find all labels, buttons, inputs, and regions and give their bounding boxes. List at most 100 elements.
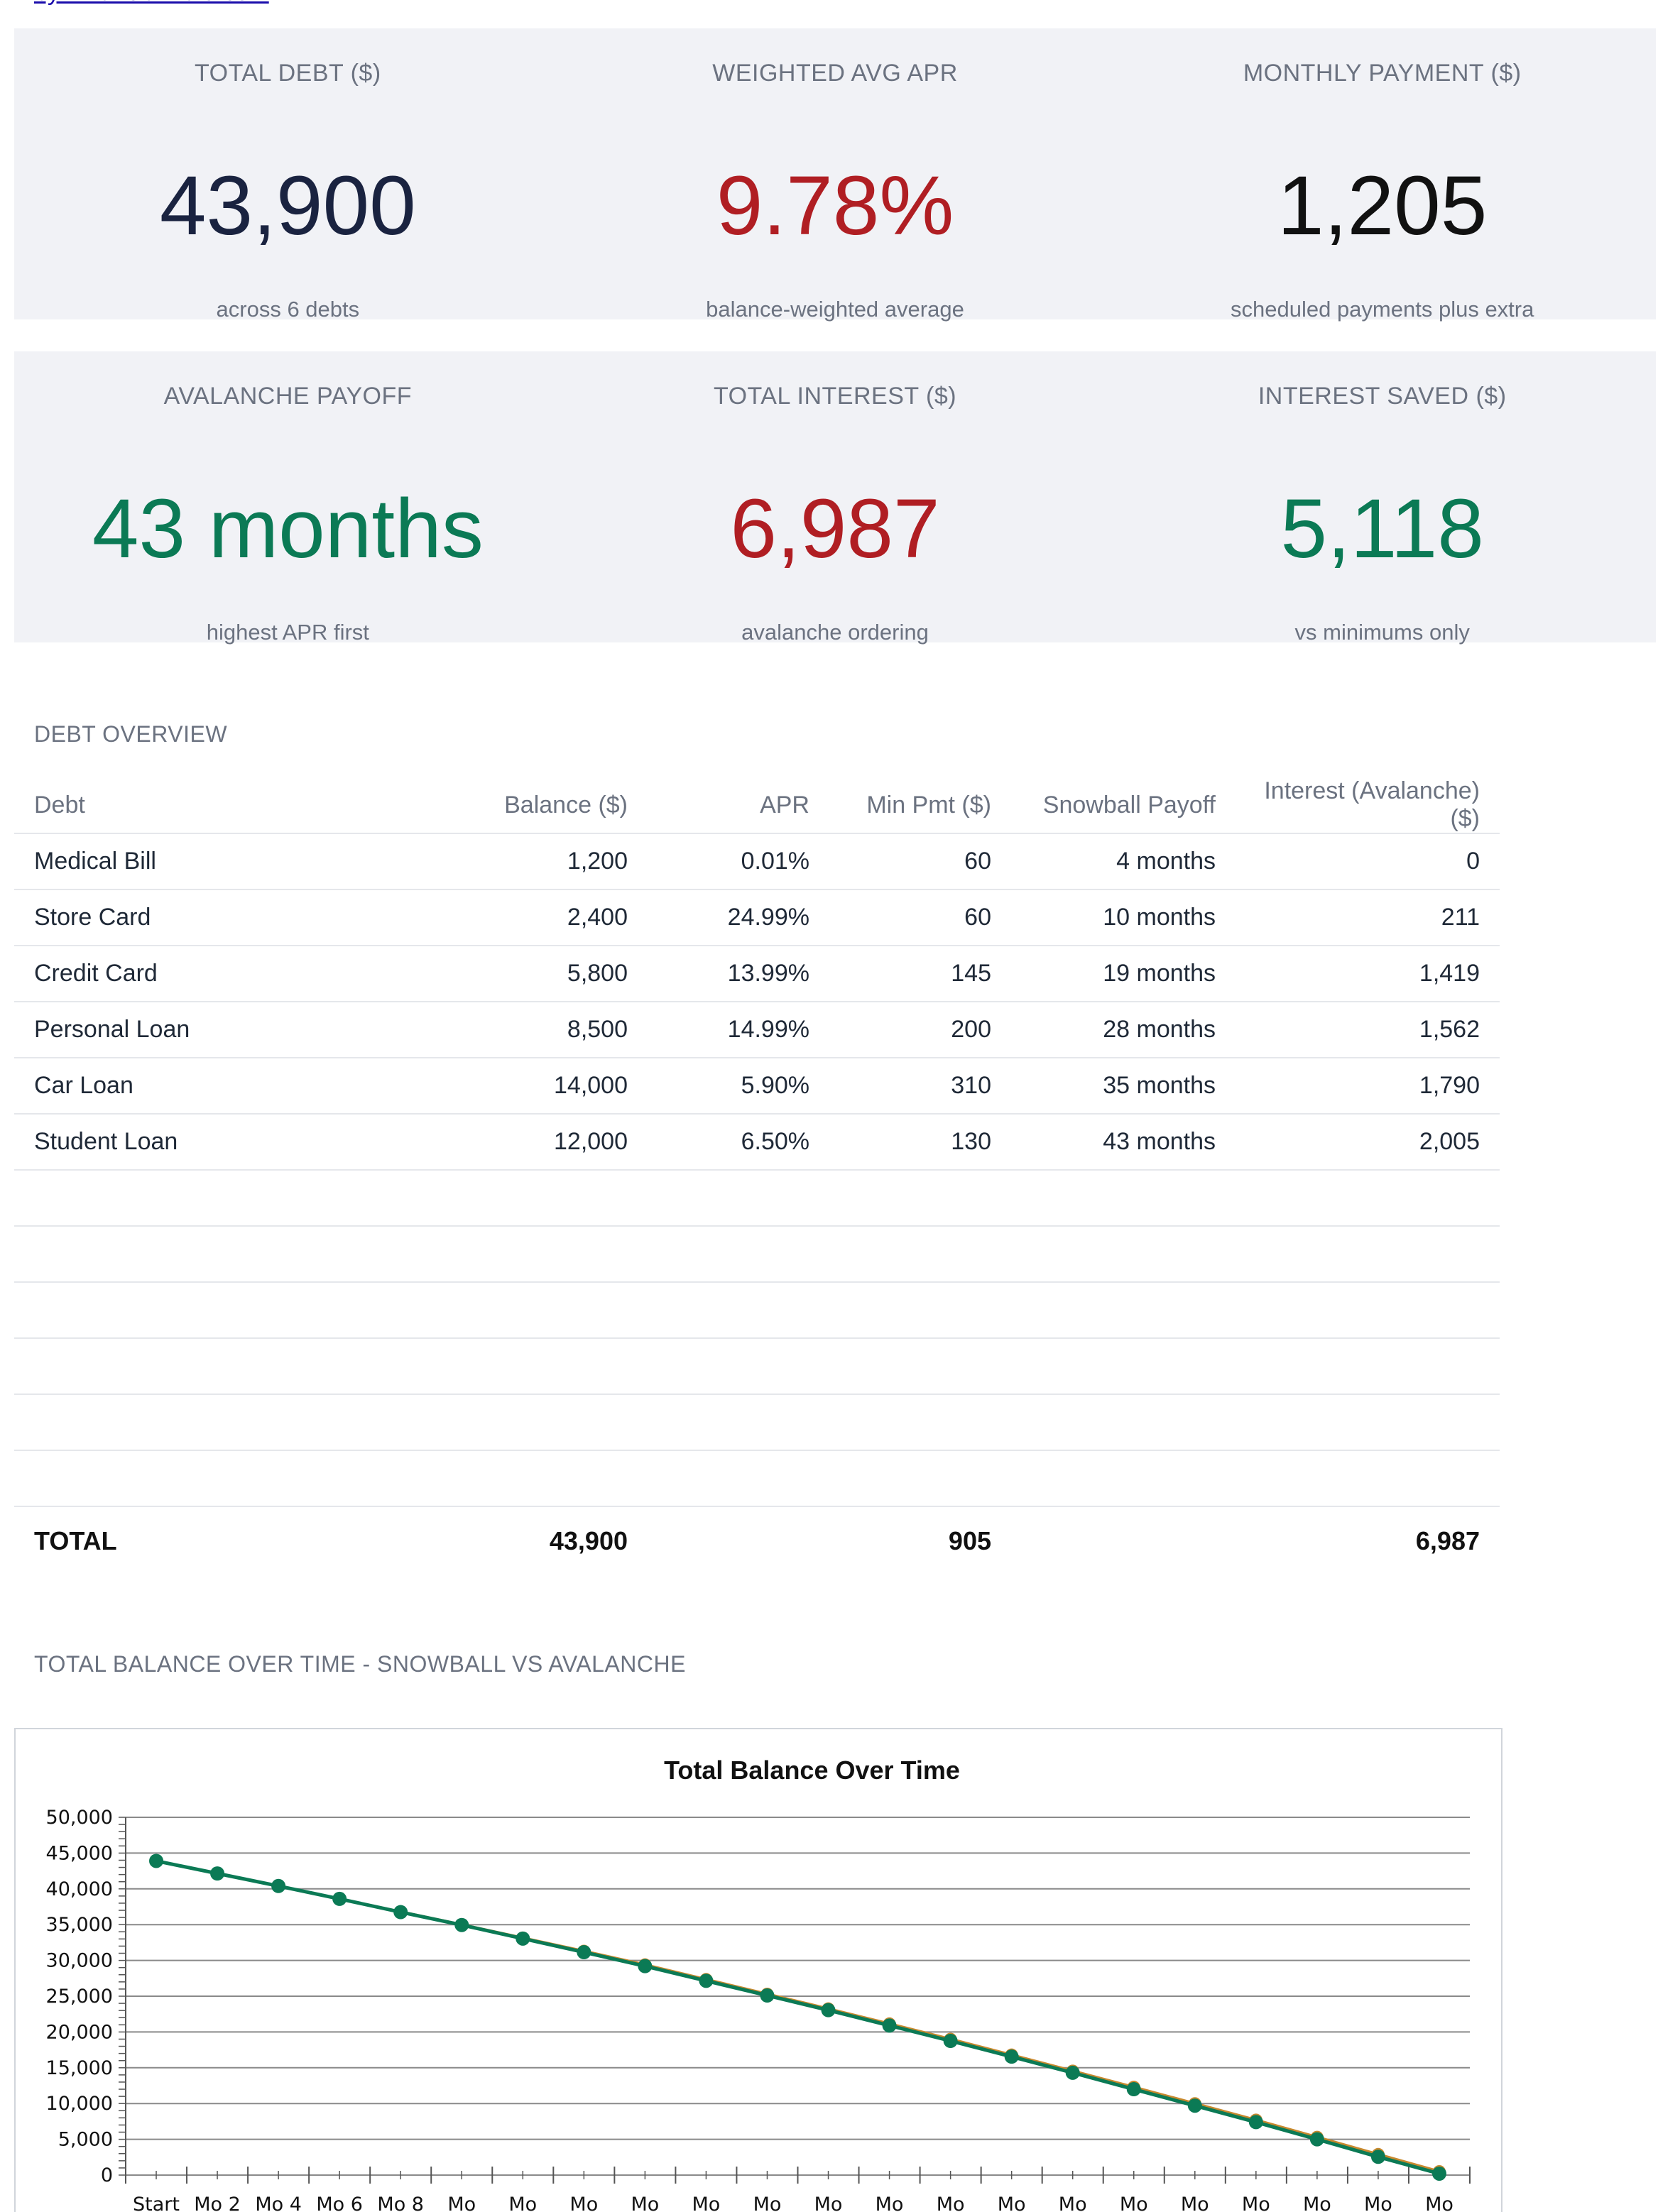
data-point — [516, 1931, 530, 1946]
data-point — [1065, 2065, 1080, 2080]
weighted-apr-card: WEIGHTED AVG APR 9.78% balance-weighted … — [562, 28, 1109, 322]
cell-apr: 5.90% — [648, 1058, 829, 1115]
total-balance: 43,900 — [549, 1526, 628, 1555]
cell-min-pmt: 200 — [829, 1002, 1011, 1058]
x-tick-label: Mo — [1242, 2194, 1270, 2212]
cell-balance: 2,400 — [352, 889, 648, 946]
card-value: 1,205 — [1277, 159, 1488, 253]
cell-snowball-payoff: 28 months — [1011, 1002, 1236, 1058]
card-label: INTEREST SAVED ($) — [1258, 383, 1507, 410]
col-header-min-pmt: Min Pmt ($) — [829, 777, 1011, 834]
cell-min-pmt: 60 — [829, 833, 1011, 890]
chart-title: Total Balance Over Time — [664, 1756, 960, 1785]
card-label: AVALANCHE PAYOFF — [163, 383, 412, 410]
y-tick-label: 50,000 — [46, 1807, 113, 1829]
x-tick-label: Mo — [1181, 2194, 1209, 2212]
card-value: 5,118 — [1280, 482, 1484, 576]
cell-apr: 6.50% — [648, 1114, 829, 1171]
brand-link[interactable]: by FinancialAlaid.com — [34, 0, 269, 6]
x-tick-label: Mo — [508, 2194, 537, 2212]
x-tick-label: Mo — [1120, 2194, 1148, 2212]
cell-interest: 2,005 — [1236, 1114, 1500, 1171]
cell-debt: Car Loan — [14, 1058, 352, 1115]
x-tick-label: Mo 4 — [255, 2194, 302, 2212]
cell-balance: 1,200 — [352, 833, 648, 890]
data-point — [638, 1959, 653, 1973]
y-tick-label: 15,000 — [46, 2057, 113, 2079]
chart-section-title: TOTAL BALANCE OVER TIME - SNOWBALL VS AV… — [34, 1651, 686, 1677]
table-row: Car Loan 14,000 5.90% 310 35 months 1,79… — [14, 1058, 1500, 1115]
cell-debt: Personal Loan — [14, 1002, 352, 1058]
data-point — [699, 1973, 714, 1988]
table-header-row: Debt Balance ($) APR Min Pmt ($) Snowbal… — [14, 777, 1500, 834]
y-tick-label: 30,000 — [46, 1950, 113, 1972]
total-interest: 6,987 — [1415, 1526, 1480, 1555]
card-label: MONTHLY PAYMENT ($) — [1243, 60, 1522, 87]
y-tick-label: 20,000 — [46, 2021, 113, 2043]
card-sub: scheduled payments plus extra — [1231, 297, 1534, 322]
data-point — [1309, 2132, 1324, 2147]
x-tick-label: Start — [133, 2194, 180, 2212]
card-value: 43 months — [92, 482, 484, 576]
data-point — [882, 2018, 897, 2033]
monthly-payment-card: MONTHLY PAYMENT ($) 1,205 scheduled paym… — [1108, 28, 1656, 322]
data-point — [1004, 2049, 1019, 2064]
cell-min-pmt: 130 — [829, 1114, 1011, 1171]
cell-apr: 14.99% — [648, 1002, 829, 1058]
card-value: 43,900 — [159, 159, 416, 253]
cell-debt: Credit Card — [14, 946, 352, 1002]
summary-row-1: TOTAL DEBT ($) 43,900 across 6 debts WEI… — [14, 28, 1656, 322]
x-tick-label: Mo — [1364, 2194, 1392, 2212]
y-tick-label: 25,000 — [46, 1986, 113, 2008]
y-tick-label: 35,000 — [46, 1914, 113, 1936]
cell-interest: 1,419 — [1236, 946, 1500, 1002]
cell-balance: 5,800 — [352, 946, 648, 1002]
x-tick-label: Mo 2 — [194, 2194, 241, 2212]
y-tick-label: 0 — [101, 2164, 113, 2186]
cell-debt: Student Loan — [14, 1114, 352, 1171]
cell-balance: 12,000 — [352, 1114, 648, 1171]
x-tick-label: Mo — [1303, 2194, 1331, 2212]
data-point — [393, 1905, 408, 1920]
data-point — [1126, 2082, 1141, 2097]
x-tick-label: Mo — [631, 2194, 659, 2212]
x-tick-label: Mo 6 — [316, 2194, 363, 2212]
cell-interest: 211 — [1236, 889, 1500, 946]
x-tick-label: Mo — [753, 2194, 782, 2212]
debt-overview-title: DEBT OVERVIEW — [34, 721, 228, 747]
card-sub: balance-weighted average — [706, 297, 964, 322]
data-point — [1248, 2115, 1263, 2130]
cell-snowball-payoff: 4 months — [1011, 833, 1236, 890]
data-point — [210, 1866, 225, 1881]
cell-min-pmt: 145 — [829, 946, 1011, 1002]
cell-debt: Store Card — [14, 889, 352, 946]
series-line — [156, 1859, 1440, 2176]
empty-row — [14, 1226, 1500, 1283]
card-label: TOTAL INTEREST ($) — [713, 383, 957, 410]
x-tick-label: Mo 8 — [377, 2194, 424, 2212]
debt-overview-table: Debt Balance ($) APR Min Pmt ($) Snowbal… — [14, 777, 1500, 1575]
cell-min-pmt: 60 — [829, 889, 1011, 946]
data-point — [149, 1854, 164, 1868]
cell-min-pmt: 310 — [829, 1058, 1011, 1115]
cell-balance: 8,500 — [352, 1002, 648, 1058]
x-tick-label: Mo — [937, 2194, 965, 2212]
cell-balance: 14,000 — [352, 1058, 648, 1115]
card-value: 6,987 — [730, 482, 940, 576]
series-line — [156, 1859, 1440, 2173]
data-point — [1370, 2150, 1385, 2164]
col-header-debt: Debt — [14, 777, 352, 834]
data-point — [454, 1917, 469, 1932]
data-point — [271, 1878, 286, 1893]
table-row: Student Loan 12,000 6.50% 130 43 months … — [14, 1114, 1500, 1171]
cell-apr: 13.99% — [648, 946, 829, 1002]
cell-apr: 0.01% — [648, 833, 829, 890]
empty-row — [14, 1394, 1500, 1451]
table-row: Medical Bill 1,200 0.01% 60 4 months 0 — [14, 833, 1500, 890]
empty-row — [14, 1450, 1500, 1507]
x-tick-label: Mo — [998, 2194, 1026, 2212]
col-header-interest-avalanche: Interest (Avalanche) ($) — [1236, 777, 1500, 834]
balance-chart-container: Total Balance Over Time 0 5,000 10,000 15,00… — [14, 1728, 1502, 2212]
cell-snowball-payoff: 43 months — [1011, 1114, 1236, 1171]
card-label: WEIGHTED AVG APR — [712, 60, 958, 87]
